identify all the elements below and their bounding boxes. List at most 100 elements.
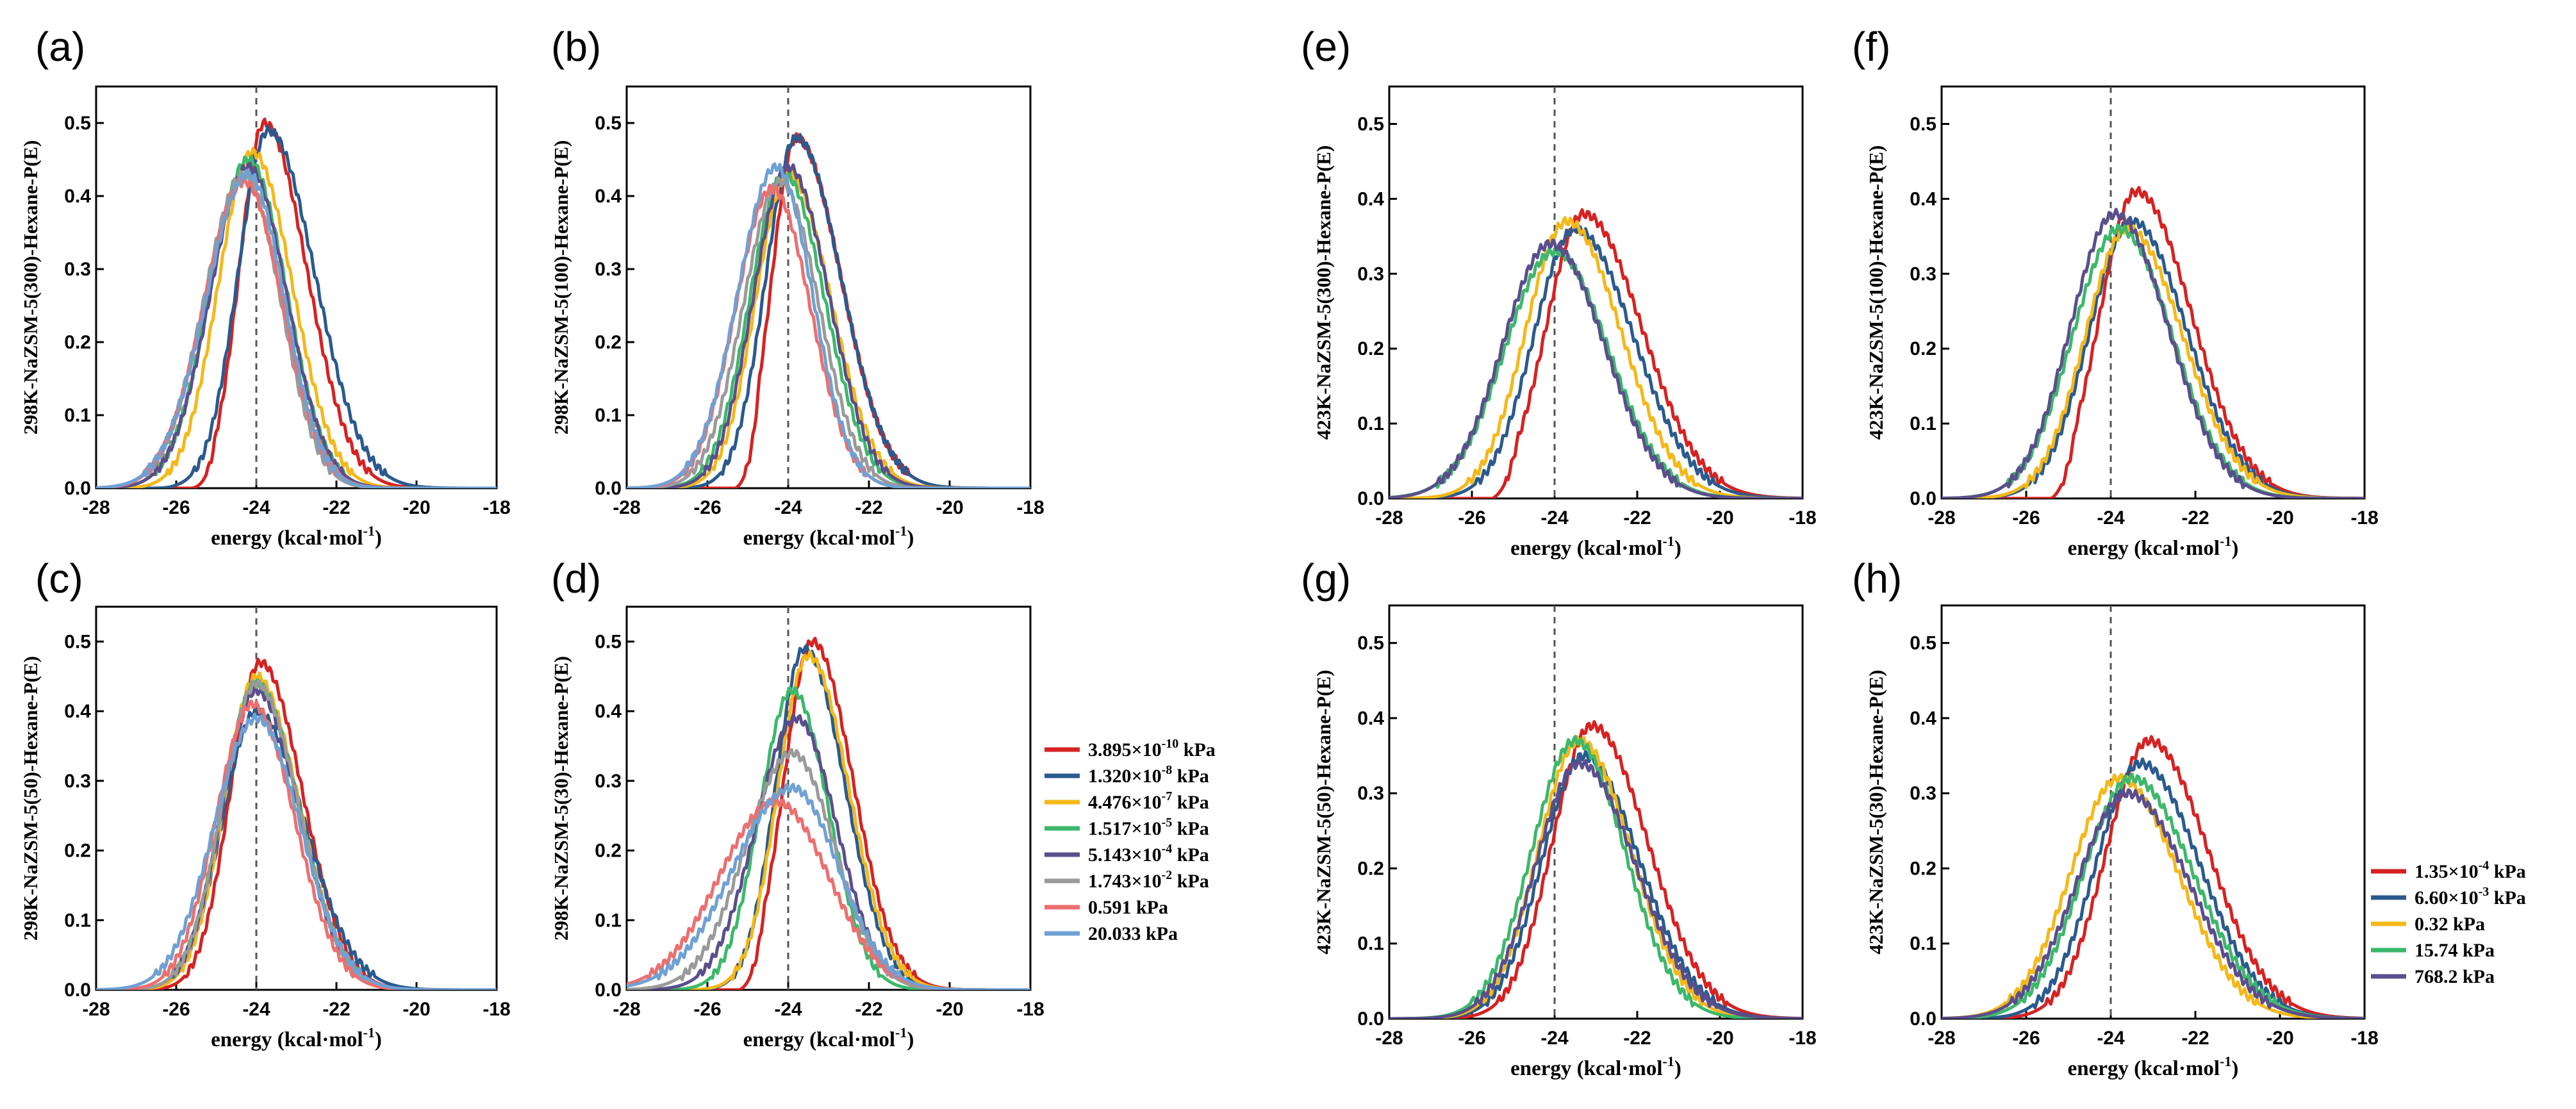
series-group xyxy=(1942,186,2365,498)
legend-item: 1.517×10-5 kPa xyxy=(1044,816,1209,839)
panel-c: (c) -28 -26 -24 -22 -20 -18 0.0 0.1 0.2 0.3 0.4 0.5 e… xyxy=(19,555,511,1051)
x-tick-label: -24 xyxy=(1540,1028,1569,1049)
series-line xyxy=(627,162,1030,488)
panel-label: (b) xyxy=(551,24,601,70)
y-tick-label: 0.0 xyxy=(64,980,91,1001)
plot-frame xyxy=(1940,604,2366,1020)
x-axis-label: energy (kcal·mol-1) xyxy=(2068,533,2239,560)
x-tick-label: -22 xyxy=(322,999,350,1020)
y-tick-label: 0.1 xyxy=(1357,413,1384,434)
legend-label: 6.60×10-3 kPa xyxy=(2415,885,2526,908)
x-tick-label: -26 xyxy=(2012,1028,2040,1049)
series-group xyxy=(96,657,497,990)
y-tick-label: 0.2 xyxy=(595,841,622,862)
x-tick-label: -22 xyxy=(322,497,350,518)
x-tick-label: -24 xyxy=(2097,507,2125,529)
y-tick-label: 0.5 xyxy=(64,113,91,134)
y-tick-label: 0.4 xyxy=(1357,708,1384,729)
legend-298k: 3.895×10-10 kPa 1.320×10-8 kPa4.476×10-7 … xyxy=(1044,737,1216,944)
series-line xyxy=(1942,208,2365,498)
series-group xyxy=(627,132,1030,488)
legend-label: 5.143×10-4 kPa xyxy=(1088,842,1209,866)
x-tick-label: -20 xyxy=(2266,507,2293,529)
x-tick-label: -18 xyxy=(1016,999,1044,1020)
series-line xyxy=(96,685,497,990)
panel-label: (f) xyxy=(1852,24,1890,70)
y-tick-label: 0.3 xyxy=(1910,263,1936,284)
legend-item: 768.2 kPa xyxy=(2371,966,2495,987)
y-axis-label: 298K-NaZSM-5(300)-Hexane-P(E) xyxy=(19,140,42,435)
legend-label: 4.476×10-7 kPa xyxy=(1088,789,1209,813)
y-tick-label: 0.2 xyxy=(64,841,91,862)
y-tick-label: 0.4 xyxy=(64,186,91,207)
x-tick-label: -20 xyxy=(936,999,963,1020)
x-tick-label: -20 xyxy=(936,497,963,518)
x-axis-label: energy (kcal·mol-1) xyxy=(743,523,914,550)
y-tick-label: 0.3 xyxy=(1357,263,1384,284)
x-axis-label: energy (kcal·mol-1) xyxy=(1510,533,1681,560)
x-tick-label: -20 xyxy=(1706,507,1733,529)
legend-item: 1.743×10-2 kPa xyxy=(1044,868,1209,892)
legend-item: 0.591 kPa xyxy=(1044,897,1168,918)
y-tick-label: 0.0 xyxy=(1910,488,1936,509)
legend-423k: 1.35×10-4 kPa 6.60×10-3 kPa 0.32 kPa 15.74 … xyxy=(2371,858,2526,987)
series-line xyxy=(1389,735,1803,1019)
series-line xyxy=(627,161,1030,488)
x-tick-label: -26 xyxy=(693,999,721,1020)
series-line xyxy=(96,147,497,488)
panel-f: (f) -28 -26 -24 -22 -20 -18 0.0 0.1 0.2 0.3 0.4 0.5 e… xyxy=(1852,24,2379,560)
x-tick-label: -20 xyxy=(402,999,430,1020)
plot-frame xyxy=(1388,604,1804,1020)
y-tick-label: 0.0 xyxy=(595,980,622,1001)
y-tick-label: 0.5 xyxy=(1357,113,1384,135)
x-tick-label: -22 xyxy=(1623,507,1651,529)
legend-item: 3.895×10-10 kPa xyxy=(1044,737,1216,760)
x-tick-label: -28 xyxy=(1375,507,1403,529)
x-tick-label: -20 xyxy=(1706,1028,1733,1049)
x-tick-label: -26 xyxy=(162,999,190,1020)
series-line xyxy=(1389,719,1803,1019)
y-tick-label: 0.0 xyxy=(1357,1008,1384,1030)
x-tick-label: -28 xyxy=(1375,1028,1403,1049)
x-tick-label: -24 xyxy=(774,497,802,518)
series-line xyxy=(1942,735,2365,1019)
x-tick-label: -22 xyxy=(2181,507,2209,529)
series-group xyxy=(96,117,497,488)
x-axis-label: energy (kcal·mol-1) xyxy=(211,1024,382,1051)
y-tick-label: 0.2 xyxy=(1910,858,1936,879)
y-tick-label: 0.4 xyxy=(1910,188,1936,209)
x-tick-label: -28 xyxy=(1928,1028,1955,1049)
panel-h: (h) -28 -26 -24 -22 -20 -18 0.0 0.1 0.2 0.3 0.4 0.5 e… xyxy=(1852,555,2379,1080)
series-line xyxy=(1389,735,1803,1019)
x-tick-label: -18 xyxy=(1016,497,1044,518)
x-axis-label: energy (kcal·mol-1) xyxy=(211,523,382,550)
y-tick-label: 0.3 xyxy=(64,771,91,792)
y-tick-label: 0.3 xyxy=(1910,783,1936,804)
series-group xyxy=(1389,719,1803,1019)
y-tick-label: 0.1 xyxy=(595,405,622,426)
x-tick-label: -28 xyxy=(82,497,110,518)
x-tick-label: -28 xyxy=(613,999,640,1020)
y-tick-label: 0.2 xyxy=(1910,338,1936,359)
panel-label: (h) xyxy=(1852,555,1902,602)
legend-item: 1.320×10-8 kPa xyxy=(1044,763,1209,787)
x-axis-label: energy (kcal·mol-1) xyxy=(743,1024,914,1051)
y-axis-label: 423K-NaZSM-5(100)-Hexane-P(E) xyxy=(1865,145,1887,440)
y-axis-label: 423K-NaZSM-5(50)-Hexane-P(E) xyxy=(1312,670,1335,954)
y-tick-label: 0.2 xyxy=(64,332,91,353)
x-tick-label: -26 xyxy=(1458,1028,1485,1049)
y-tick-label: 0.0 xyxy=(64,478,91,499)
x-tick-label: -22 xyxy=(2181,1028,2209,1049)
y-tick-label: 0.0 xyxy=(1357,488,1384,509)
panel-label: (a) xyxy=(35,24,85,70)
series-line xyxy=(1942,224,2365,498)
x-tick-label: -28 xyxy=(613,497,640,518)
y-tick-label: 0.1 xyxy=(1357,933,1384,955)
y-tick-label: 0.1 xyxy=(1910,933,1936,955)
y-tick-label: 0.1 xyxy=(64,910,91,931)
x-tick-label: -22 xyxy=(1623,1028,1651,1049)
legend-label: 3.895×10-10 kPa xyxy=(1088,737,1216,760)
x-tick-label: -18 xyxy=(1788,507,1816,529)
x-tick-label: -24 xyxy=(242,999,270,1020)
